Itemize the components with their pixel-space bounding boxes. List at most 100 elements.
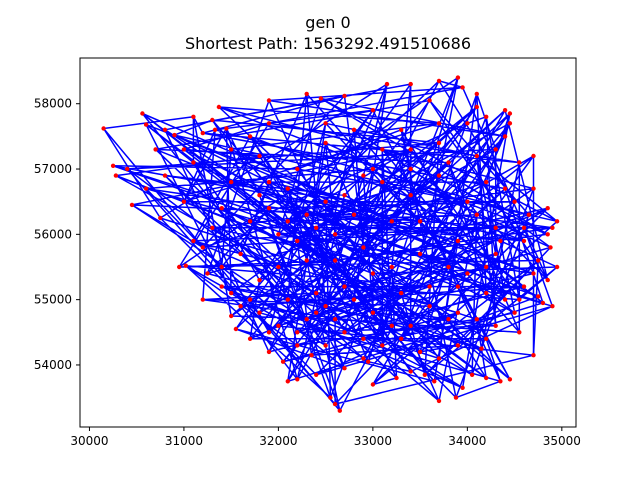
city-point (517, 160, 522, 165)
city-point (238, 251, 243, 257)
city-point (526, 212, 531, 217)
x-tick-label: 34000 (448, 434, 486, 448)
city-point (200, 245, 205, 250)
city-point (436, 398, 442, 404)
city-point (512, 310, 517, 315)
city-point (323, 140, 328, 146)
x-tick-label: 33000 (354, 434, 392, 448)
city-point (143, 186, 149, 191)
city-point (153, 147, 158, 152)
city-point (351, 127, 357, 132)
city-point (536, 258, 541, 263)
city-point (479, 346, 484, 351)
city-point (200, 297, 205, 302)
city-point (361, 173, 366, 178)
city-point (380, 147, 385, 152)
city-point (550, 304, 555, 309)
city-point (502, 186, 508, 191)
city-point (507, 377, 513, 382)
city-point (455, 284, 461, 289)
city-point (295, 343, 300, 348)
city-point (257, 310, 262, 315)
city-point (162, 173, 168, 178)
city-point (238, 304, 243, 309)
city-point (474, 104, 479, 110)
city-point (422, 372, 427, 377)
y-tick-label: 57000 (34, 162, 72, 176)
x-tick-label: 35000 (543, 434, 581, 448)
city-point (436, 78, 442, 84)
city-point (181, 147, 187, 152)
city-point (233, 326, 239, 332)
city-point (531, 271, 536, 276)
city-point (493, 225, 498, 230)
city-point (531, 153, 536, 159)
city-point (389, 219, 394, 224)
city-point (285, 297, 290, 302)
city-point (417, 219, 423, 224)
city-point (140, 111, 145, 116)
city-point (446, 317, 451, 322)
city-point (399, 336, 404, 341)
city-point (314, 372, 319, 377)
city-point (125, 166, 130, 172)
city-point (314, 310, 319, 315)
city-point (101, 126, 106, 131)
city-point (536, 294, 541, 299)
x-tick-label: 30000 (70, 434, 108, 448)
city-point (314, 225, 319, 230)
city-point (502, 108, 508, 113)
city-point (318, 96, 324, 101)
city-point (455, 75, 461, 80)
city-point (337, 408, 342, 413)
city-point (455, 310, 461, 315)
city-point (408, 369, 413, 374)
city-point (304, 258, 309, 263)
city-point (304, 91, 309, 97)
city-point (332, 401, 338, 407)
city-point (502, 297, 508, 302)
city-point (370, 310, 376, 315)
city-point (512, 199, 517, 204)
city-point (247, 134, 253, 139)
axes: 30000 31000 32000 33000 34000 35000 54000 55000… (34, 57, 581, 448)
city-point (162, 127, 168, 132)
city-point (285, 186, 290, 191)
y-tick-label: 55000 (34, 293, 72, 307)
city-point (370, 108, 376, 113)
city-point (342, 193, 347, 198)
city-point (474, 317, 479, 322)
city-point (247, 297, 253, 302)
city-point (366, 359, 371, 364)
city-point (531, 353, 536, 358)
city-point (285, 219, 290, 224)
city-point (314, 290, 319, 296)
city-point (332, 258, 338, 263)
city-point (545, 206, 550, 211)
city-point (484, 114, 489, 120)
city-point (276, 323, 281, 328)
city-point (389, 264, 394, 270)
city-point (370, 382, 376, 387)
city-point (210, 225, 215, 230)
city-point (212, 127, 218, 132)
city-point (498, 379, 503, 384)
city-point (417, 251, 423, 257)
city-point (110, 163, 116, 168)
city-point (229, 313, 234, 319)
city-point (295, 238, 300, 244)
x-tick-label: 32000 (259, 434, 297, 448)
city-point (408, 81, 413, 87)
city-point (493, 147, 498, 152)
city-point (257, 277, 262, 283)
city-point (342, 284, 347, 289)
city-point (460, 385, 465, 390)
city-point (417, 349, 423, 355)
city-point (323, 304, 328, 309)
city-point (323, 199, 328, 204)
city-point (545, 277, 550, 283)
city-point (446, 264, 451, 270)
city-point (200, 130, 205, 136)
city-point (427, 98, 432, 103)
city-point (266, 179, 272, 185)
